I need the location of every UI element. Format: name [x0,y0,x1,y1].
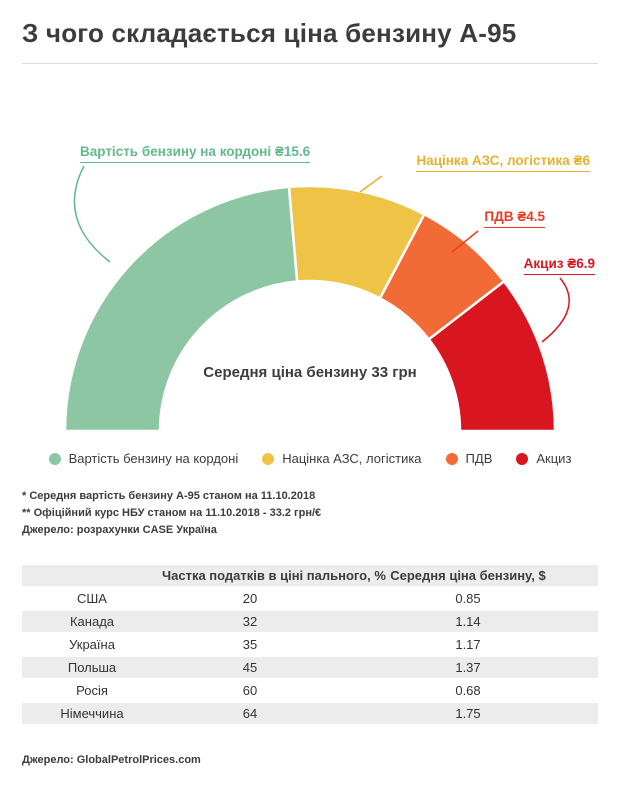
cell-country: США [77,591,107,606]
legend-dot-border-cost [48,452,61,465]
legend: Вартість бензину на кордоні Націнка АЗС, … [0,451,620,466]
legend-item-station-markup: Націнка АЗС, логістика [262,451,422,466]
country-table: Частка податків в ціні пального, % Серед… [22,565,598,726]
chart-center-label: Середня ціна бензину 33 грн [203,364,417,381]
table-header-row: Частка податків в ціні пального, % Серед… [22,565,598,588]
header-cell-country [22,565,162,586]
cell-tax-share: 20 [242,591,258,606]
cell-price: 0.68 [455,683,481,698]
header-cell-tax-share: Частка податків в ціні пального, % [162,568,386,583]
legend-label: Націнка АЗС, логістика [282,451,422,466]
cell-tax-share: 35 [242,637,258,652]
legend-dot-excise [516,452,529,465]
title-divider [22,63,598,64]
legend-label: ПДВ [465,451,493,466]
legend-item-vat: ПДВ [445,451,493,466]
cell-tax-share: 64 [242,706,258,721]
table-row: Канада 32 1.14 [22,611,598,634]
cell-country: Росія [76,683,108,698]
leader-line-station-markup [359,175,383,193]
leader-line-excise [541,277,570,343]
footnote-source-case: Джерело: розрахунки CASE Україна [22,524,217,536]
legend-item-border-cost: Вартість бензину на кордоні [48,451,239,466]
country-table-body: США 20 0.85 Канада 32 1.14 Україна 35 1.17 Польша… [22,588,598,726]
legend-label: Вартість бензину на кордоні [68,451,239,466]
donut-segment-excise [427,280,557,433]
legend-dot-station-markup [262,452,275,465]
donut-chart [63,165,570,433]
cell-country: Польша [67,660,117,675]
table-row: Росія 60 0.68 [22,680,598,703]
cell-price: 1.14 [455,614,481,629]
cell-price: 1.37 [455,660,481,675]
table-row: Польша 45 1.37 [22,657,598,680]
cell-tax-share: 60 [242,683,258,698]
legend-item-excise: Акциз [516,451,571,466]
cell-country: Канада [69,614,115,629]
callout-vat: ПДВ ₴4.5 [484,209,545,228]
page-title: З чого складається ціна бензину А-95 [22,18,517,48]
table-row: Україна 35 1.17 [22,634,598,657]
callout-border-cost: Вартість бензину на кордоні ₴15.6 [80,144,311,163]
cell-tax-share: 45 [242,660,258,675]
leader-line-border-cost [73,165,111,263]
table-row: США 20 0.85 [22,588,598,611]
footnote-exchange-rate: ** Офіційний курс НБУ станом на 11.10.20… [22,507,322,519]
header: З чого складається ціна бензину А-95 [0,0,620,49]
cell-price: 1.17 [455,637,481,652]
leader-line-vat [451,230,479,253]
header-cell-price: Середня ціна бензину, $ [390,568,546,583]
table-row: Німеччина 64 1.75 [22,703,598,726]
cell-tax-share: 32 [242,614,258,629]
donut-segments [63,184,557,433]
half-donut-chart: Вартість бензину на кордоні ₴15.6 Націнк… [0,136,620,441]
legend-label: Акциз [536,451,572,466]
legend-dot-vat [445,452,458,465]
cell-price: 0.85 [455,591,481,606]
cell-country: Німеччина [60,706,124,721]
source-note: Джерело: GlobalPetrolPrices.com [22,754,201,766]
footnote-avg-price: * Середня вартість бензину А-95 станом н… [22,490,316,502]
cell-country: Україна [69,637,115,652]
cell-price: 1.75 [455,706,481,721]
footnotes: * Середня вартість бензину А-95 станом н… [22,488,598,539]
callout-excise: Акциз ₴6.9 [523,256,595,275]
callout-station-markup: Націнка АЗС, логістика ₴6 [416,153,590,172]
donut-segment-border-cost [63,185,299,433]
